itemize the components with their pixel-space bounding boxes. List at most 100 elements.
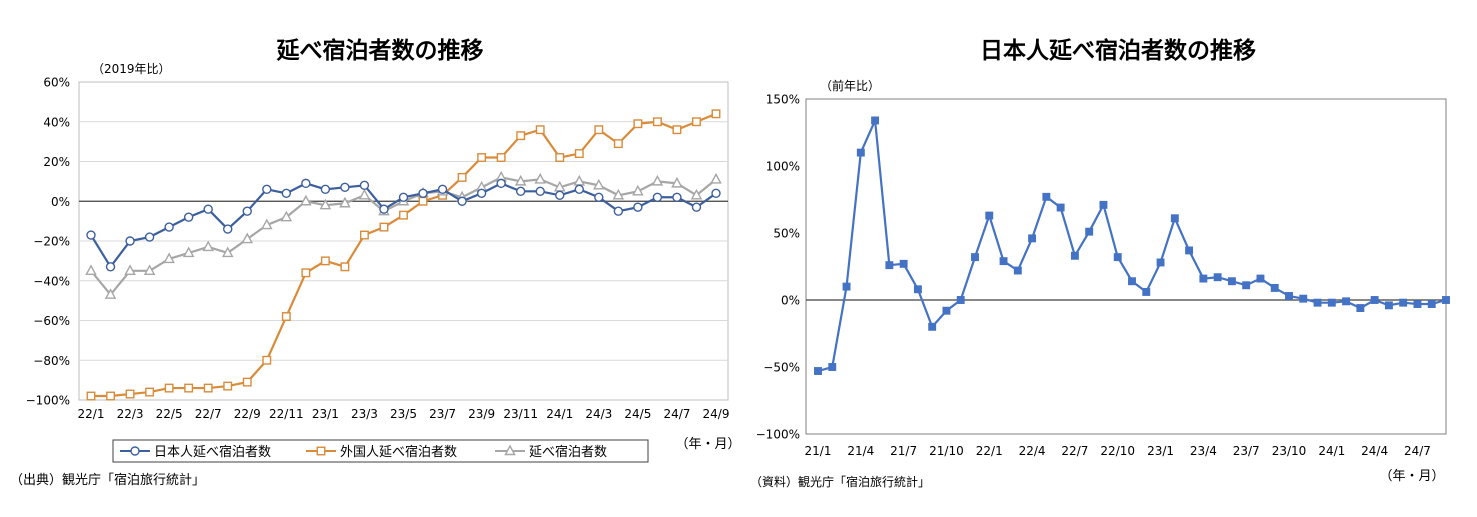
data-point [399, 210, 408, 220]
y-tick-label: 60% [43, 76, 70, 90]
x-tick-label: 22/4 [1019, 444, 1046, 458]
data-point [301, 178, 311, 189]
legend-marker [504, 444, 516, 456]
data-point [164, 383, 174, 393]
data-point [319, 198, 332, 210]
data-point [418, 188, 428, 199]
legend-label: 日本人延べ宿泊者数 [154, 444, 271, 460]
data-point [652, 117, 662, 127]
y-tick-label: 0% [51, 195, 70, 209]
x-tick-label: 22/1 [976, 444, 1003, 458]
data-point [281, 312, 291, 321]
data-point [1413, 300, 1422, 308]
x-tick-label: 23/7 [429, 407, 456, 421]
data-point [534, 172, 546, 184]
data-point [125, 236, 135, 246]
y-tick-label: −100% [756, 428, 800, 442]
y-tick-label: 150% [766, 93, 800, 107]
data-point [144, 232, 155, 242]
y-tick-label: 50% [773, 227, 800, 241]
data-point [418, 196, 428, 206]
x-tick-label: 23/1 [312, 407, 339, 421]
data-point [710, 172, 722, 184]
data-point [1384, 301, 1393, 310]
data-point [1256, 274, 1265, 283]
data-point [1113, 253, 1122, 262]
data-point [692, 117, 701, 127]
data-point [516, 131, 526, 141]
x-tick-label: 24/7 [1404, 444, 1431, 458]
data-point [1199, 274, 1208, 283]
data-point [633, 119, 643, 129]
data-point [1285, 292, 1293, 300]
x-tick-label: 24/5 [624, 407, 651, 421]
data-point [594, 192, 604, 202]
x-tick-label: 21/4 [847, 444, 874, 458]
x-tick-label: 23/7 [1233, 444, 1260, 458]
legend-marker [130, 446, 140, 456]
data-point [514, 174, 527, 186]
data-point [942, 306, 951, 315]
data-point [1370, 296, 1379, 304]
data-point [359, 180, 370, 191]
data-point [985, 211, 994, 220]
x-tick-label: 23/5 [390, 407, 417, 421]
data-point [281, 188, 292, 199]
data-point [262, 184, 272, 195]
x-axis-unit-label: （年・月） [675, 437, 740, 452]
data-point [496, 153, 506, 162]
data-point [477, 153, 487, 162]
data-point [1399, 298, 1408, 307]
x-tick-label: 24/3 [585, 407, 612, 421]
chart-japanese-overnight-stays-yoy: 日本人延べ宿泊者数の推移 （前年比） 150% 100% 50% 0% −50% −100% 2… [750, 37, 1450, 489]
data-point [1427, 300, 1436, 308]
y-tick-label: −20% [33, 235, 70, 249]
data-point [105, 262, 116, 272]
source-note: （出典）観光庁「宿泊旅行統計」 [10, 472, 205, 488]
data-point [574, 149, 584, 159]
data-point [515, 186, 526, 197]
y-tick-label: 0% [781, 294, 800, 308]
data-point [999, 257, 1008, 266]
data-point [1227, 277, 1236, 286]
y-tick-label: −60% [33, 314, 70, 328]
data-point [476, 188, 487, 199]
data-point [711, 188, 721, 199]
x-tick-label: 22/11 [269, 407, 304, 421]
data-point [594, 125, 604, 135]
data-point [358, 188, 371, 200]
x-tick-label: 23/11 [503, 407, 538, 421]
data-point [262, 355, 272, 365]
data-point [124, 264, 136, 276]
data-point [85, 264, 97, 276]
data-point [320, 184, 331, 195]
data-point [1327, 298, 1336, 307]
data-point [242, 206, 252, 216]
x-tick-label: 22/1 [78, 407, 105, 421]
data-point [104, 288, 117, 299]
data-point [1185, 246, 1194, 255]
data-point [555, 153, 565, 162]
data-point [1442, 296, 1450, 304]
x-tick-label: 22/7 [195, 407, 222, 421]
data-point [971, 253, 979, 262]
x-tick-label: 23/1 [1147, 444, 1174, 458]
x-tick-label: 23/4 [1190, 444, 1217, 458]
y-tick-label: −50% [763, 361, 800, 375]
x-tick-label: 22/5 [156, 407, 183, 421]
data-point [632, 184, 644, 196]
data-point [671, 176, 683, 188]
data-point [223, 224, 233, 234]
chart-title: 延べ宿泊者数の推移 [276, 37, 484, 64]
data-point [242, 377, 252, 387]
x-tick-label: 24/9 [703, 407, 730, 421]
data-point [86, 391, 96, 401]
data-point [1013, 266, 1022, 275]
data-point [163, 252, 175, 264]
data-point [261, 218, 273, 230]
data-point [398, 192, 409, 202]
x-tick-label: 23/3 [351, 407, 378, 421]
data-point [125, 389, 135, 399]
x-tick-label: 24/1 [546, 407, 573, 421]
